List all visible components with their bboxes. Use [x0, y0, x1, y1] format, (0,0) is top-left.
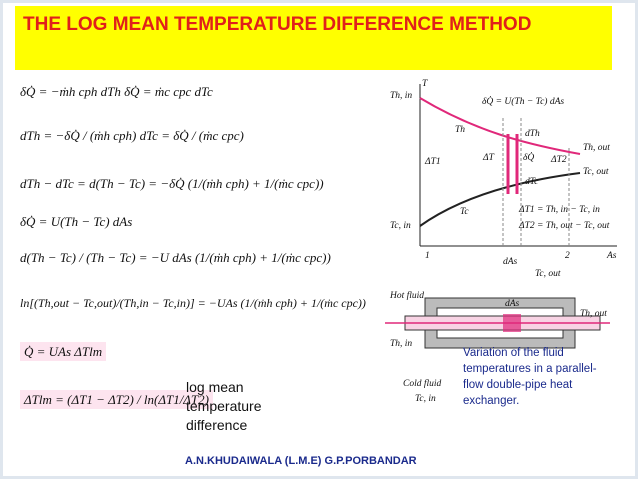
equation: ln[(Th,out − Tc,out)/(Th,in − Tc,in)] = …: [20, 296, 366, 310]
label: Tc, out: [535, 269, 561, 279]
label: Tc, in: [415, 394, 436, 404]
label: 2: [565, 251, 570, 261]
equation: dTh = −δQ̇ / (ṁh cph) dTc = δQ̇ / (ṁc cp…: [20, 128, 244, 143]
caption: Variation of the fluid temperatures in a…: [463, 347, 597, 407]
label: Th, out: [583, 143, 610, 153]
label: Hot fluid: [389, 290, 424, 301]
label: ΔT2 = Th, out − Tc, out: [518, 221, 610, 231]
label: ΔT2: [550, 155, 567, 165]
slide-title: THE LOG MEAN TEMPERATURE DIFFERENCE METH…: [15, 6, 612, 70]
equation: dTh − dTc = d(Th − Tc) = −δQ̇ (1/(ṁh cph…: [20, 176, 324, 191]
label: ΔT1: [424, 157, 441, 167]
label: ΔT1 = Th, in − Tc, in: [518, 205, 600, 215]
equation: d(Th − Tc) / (Th − Tc) = −U dAs (1/(ṁh c…: [20, 250, 331, 265]
label: Tc: [460, 207, 469, 217]
equation: δQ̇ = U(Th − Tc) dAs: [20, 214, 133, 229]
equation: Q̇ = UAs ΔTlm: [20, 342, 107, 361]
label: Th, in: [390, 91, 412, 101]
label: Th: [455, 125, 465, 135]
diagram: T Th, in Th Tc Tc, in ΔT1 ΔT dTh dTc Th,…: [385, 79, 617, 404]
cold-curve: [419, 172, 581, 227]
label: δQ̇: [523, 151, 534, 163]
label: 1: [425, 251, 430, 261]
label: As: [606, 251, 617, 261]
label: δQ̇ = U(Th − Tc) dAs: [482, 95, 564, 107]
label: Cold fluid: [403, 378, 442, 389]
label: dAs: [505, 299, 520, 309]
hot-curve: [419, 97, 581, 155]
label: Th, out: [580, 309, 607, 319]
label: ΔT: [482, 153, 495, 163]
label: Tc, out: [583, 167, 609, 177]
label: T: [422, 79, 428, 89]
label: dTh: [525, 129, 540, 139]
note: log mean temperature difference: [186, 379, 262, 433]
equation: ΔTlm = (ΔT1 − ΔT2) / ln(ΔT1/ΔT2): [20, 390, 213, 409]
label: Th, in: [390, 339, 412, 349]
equation: δQ̇ = −ṁh cph dTh δQ̇ = ṁc cpc dTc: [20, 84, 213, 99]
footer: A.N.KHUDAIWALA (L.M.E) G.P.PORBANDAR: [185, 455, 417, 467]
label: dTc: [525, 177, 539, 187]
label: dAs: [503, 257, 518, 267]
label: Tc, in: [390, 221, 411, 231]
